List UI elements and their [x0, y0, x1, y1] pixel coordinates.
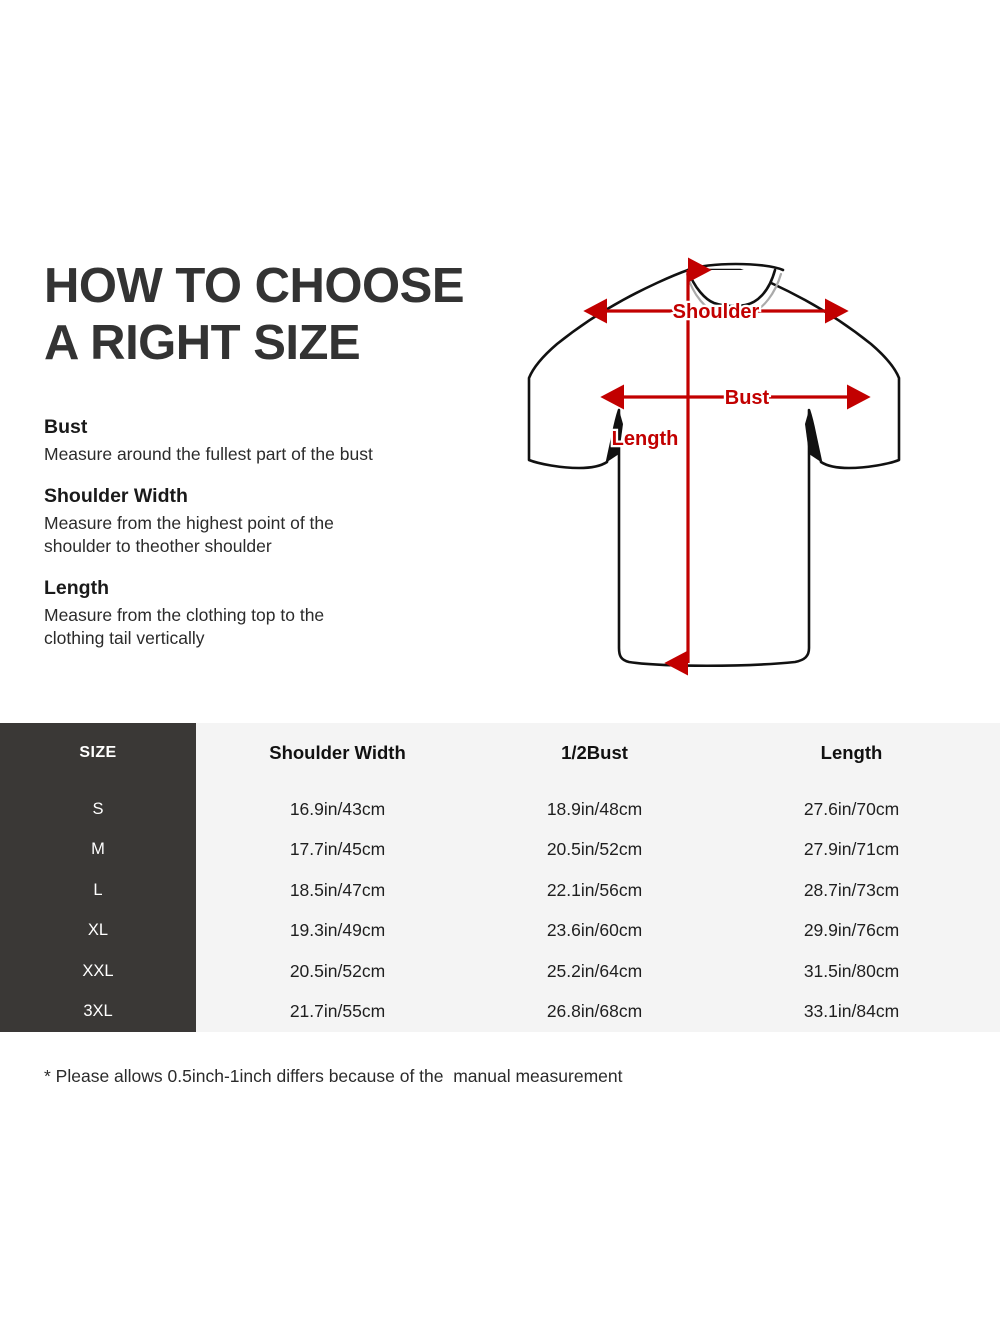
cell-size: M	[91, 840, 105, 859]
cell-size: XL	[87, 921, 109, 940]
tshirt-outline	[527, 268, 901, 668]
size-chart-table: SIZE Shoulder Width 1/2Bust Length S 16.…	[0, 723, 1000, 1032]
table-header-row: SIZE Shoulder Width 1/2Bust Length	[0, 723, 1000, 782]
page-title-line-1: HOW TO CHOOSE	[44, 259, 465, 313]
header-half-bust: 1/2Bust	[561, 741, 628, 763]
cell-length: 33.1in/84cm	[803, 1001, 900, 1022]
cell-half-bust: 26.8in/68cm	[546, 1001, 643, 1022]
cell-half-bust: 23.6in/60cm	[546, 920, 643, 941]
cell-shoulder-width: 21.7in/55cm	[289, 1001, 386, 1022]
page-title-line-2: A RIGHT SIZE	[44, 316, 361, 370]
length-label: Length	[612, 428, 679, 450]
cell-size: L	[93, 880, 103, 899]
page-title: HOW TO CHOOSE A RIGHT SIZE	[44, 258, 514, 372]
measurement-disclaimer: * Please allows 0.5inch-1inch differs be…	[44, 1066, 623, 1086]
cell-length: 27.9in/71cm	[803, 839, 900, 860]
guide-term-length: Length	[44, 577, 109, 599]
cell-size: S	[92, 799, 104, 818]
guide-block-shoulder-width: Shoulder Width Measure from the highest …	[44, 483, 474, 558]
guide-block-bust: Bust Measure around the fullest part of …	[44, 414, 474, 466]
guide-term-shoulder-width: Shoulder Width	[44, 485, 188, 507]
tshirt-measurement-diagram: Shoulder Bust Length	[495, 248, 965, 688]
cell-shoulder-width: 16.9in/43cm	[289, 798, 386, 819]
table-row: S 16.9in/43cm 18.9in/48cm 27.6in/70cm	[0, 789, 1000, 830]
table-row: M 17.7in/45cm 20.5in/52cm 27.9in/71cm	[0, 830, 1000, 871]
cell-half-bust: 20.5in/52cm	[546, 839, 643, 860]
cell-shoulder-width: 17.7in/45cm	[289, 839, 386, 860]
size-column-panel	[0, 723, 196, 1032]
cell-length: 29.9in/76cm	[803, 920, 900, 941]
guide-block-length: Length Measure from the clothing top to …	[44, 575, 474, 650]
table-row: 3XL 21.7in/55cm 26.8in/68cm 33.1in/84cm	[0, 992, 1000, 1033]
guide-term-bust: Bust	[44, 416, 88, 438]
guide-description-length: Measure from the clothing top to the clo…	[44, 605, 325, 648]
cell-length: 27.6in/70cm	[803, 798, 900, 819]
cell-length: 31.5in/80cm	[803, 960, 900, 981]
cell-shoulder-width: 20.5in/52cm	[289, 960, 386, 981]
table-row: XL 19.3in/49cm 23.6in/60cm 29.9in/76cm	[0, 911, 1000, 952]
measurement-guide: Bust Measure around the fullest part of …	[44, 414, 474, 667]
guide-description-bust: Measure around the fullest part of the b…	[44, 444, 373, 464]
header-shoulder-width: Shoulder Width	[269, 741, 406, 763]
cell-half-bust: 22.1in/56cm	[546, 879, 643, 900]
header-length: Length	[820, 741, 883, 763]
header-size: SIZE	[79, 743, 117, 761]
cell-shoulder-width: 19.3in/49cm	[289, 920, 386, 941]
cell-length: 28.7in/73cm	[803, 879, 900, 900]
bust-label: Bust	[725, 387, 770, 409]
cell-half-bust: 18.9in/48cm	[546, 798, 643, 819]
table-row: XXL 20.5in/52cm 25.2in/64cm 31.5in/80cm	[0, 951, 1000, 992]
shoulder-label: Shoulder	[673, 301, 760, 323]
cell-size: XXL	[82, 961, 114, 980]
cell-shoulder-width: 18.5in/47cm	[289, 879, 386, 900]
armpit-shade-left	[607, 410, 623, 462]
guide-description-shoulder-width: Measure from the highest point of the sh…	[44, 513, 334, 556]
armpit-shade-right	[805, 410, 821, 462]
table-row: L 18.5in/47cm 22.1in/56cm 28.7in/73cm	[0, 870, 1000, 911]
cell-half-bust: 25.2in/64cm	[546, 960, 643, 981]
cell-size: 3XL	[83, 1002, 113, 1021]
